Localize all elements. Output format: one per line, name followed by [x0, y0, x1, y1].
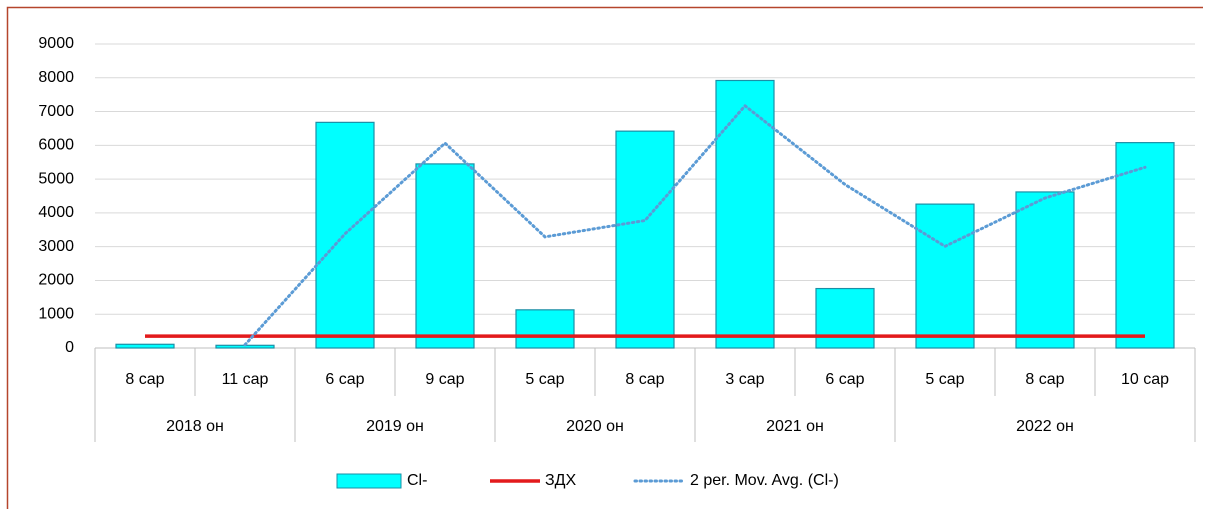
- x-tick-label: 3 сар: [725, 371, 764, 388]
- bar: [715, 79, 775, 349]
- legend-label: ЗДХ: [545, 472, 577, 489]
- legend-label: Cl-: [407, 472, 427, 489]
- legend-label: 2 per. Mov. Avg. (Cl-): [690, 472, 839, 489]
- y-tick-label: 3000: [38, 238, 74, 255]
- x-tick-label: 5 сар: [525, 371, 564, 388]
- bar: [115, 343, 175, 349]
- bar: [915, 203, 975, 349]
- group-label: 2022 он: [1016, 418, 1074, 435]
- legend-swatch: [336, 473, 402, 489]
- x-tick-label: 9 сар: [425, 371, 464, 388]
- y-tick-label: 5000: [38, 170, 74, 187]
- x-tick-label: 8 сар: [625, 371, 664, 388]
- y-tick-label: 4000: [38, 204, 74, 221]
- y-tick-label: 9000: [38, 35, 74, 52]
- bar: [615, 130, 675, 349]
- bar: [515, 309, 575, 349]
- y-tick-label: 7000: [38, 103, 74, 120]
- y-tick-label: 0: [65, 339, 74, 356]
- x-tick-label: 6 сар: [325, 371, 364, 388]
- x-tick-label: 8 сар: [1025, 371, 1064, 388]
- bar: [815, 287, 875, 349]
- group-label: 2018 он: [166, 418, 224, 435]
- bar: [415, 163, 475, 349]
- bar: [1115, 142, 1175, 349]
- series-line: [243, 103, 1147, 347]
- y-tick-label: 6000: [38, 137, 74, 154]
- x-tick-label: 5 сар: [925, 371, 964, 388]
- bar: [1015, 191, 1075, 349]
- x-tick-label: 6 сар: [825, 371, 864, 388]
- x-tick-label: 8 сар: [125, 371, 164, 388]
- group-label: 2021 он: [766, 418, 824, 435]
- group-label: 2020 он: [566, 418, 624, 435]
- bar: [315, 121, 375, 349]
- x-tick-label: 10 сар: [1121, 371, 1169, 388]
- y-tick-label: 1000: [38, 305, 74, 322]
- x-tick-label: 11 сар: [222, 371, 269, 388]
- group-label: 2019 он: [366, 418, 424, 435]
- frame: [6, 6, 1203, 509]
- y-tick-label: 2000: [38, 272, 74, 289]
- y-tick-label: 8000: [38, 69, 74, 86]
